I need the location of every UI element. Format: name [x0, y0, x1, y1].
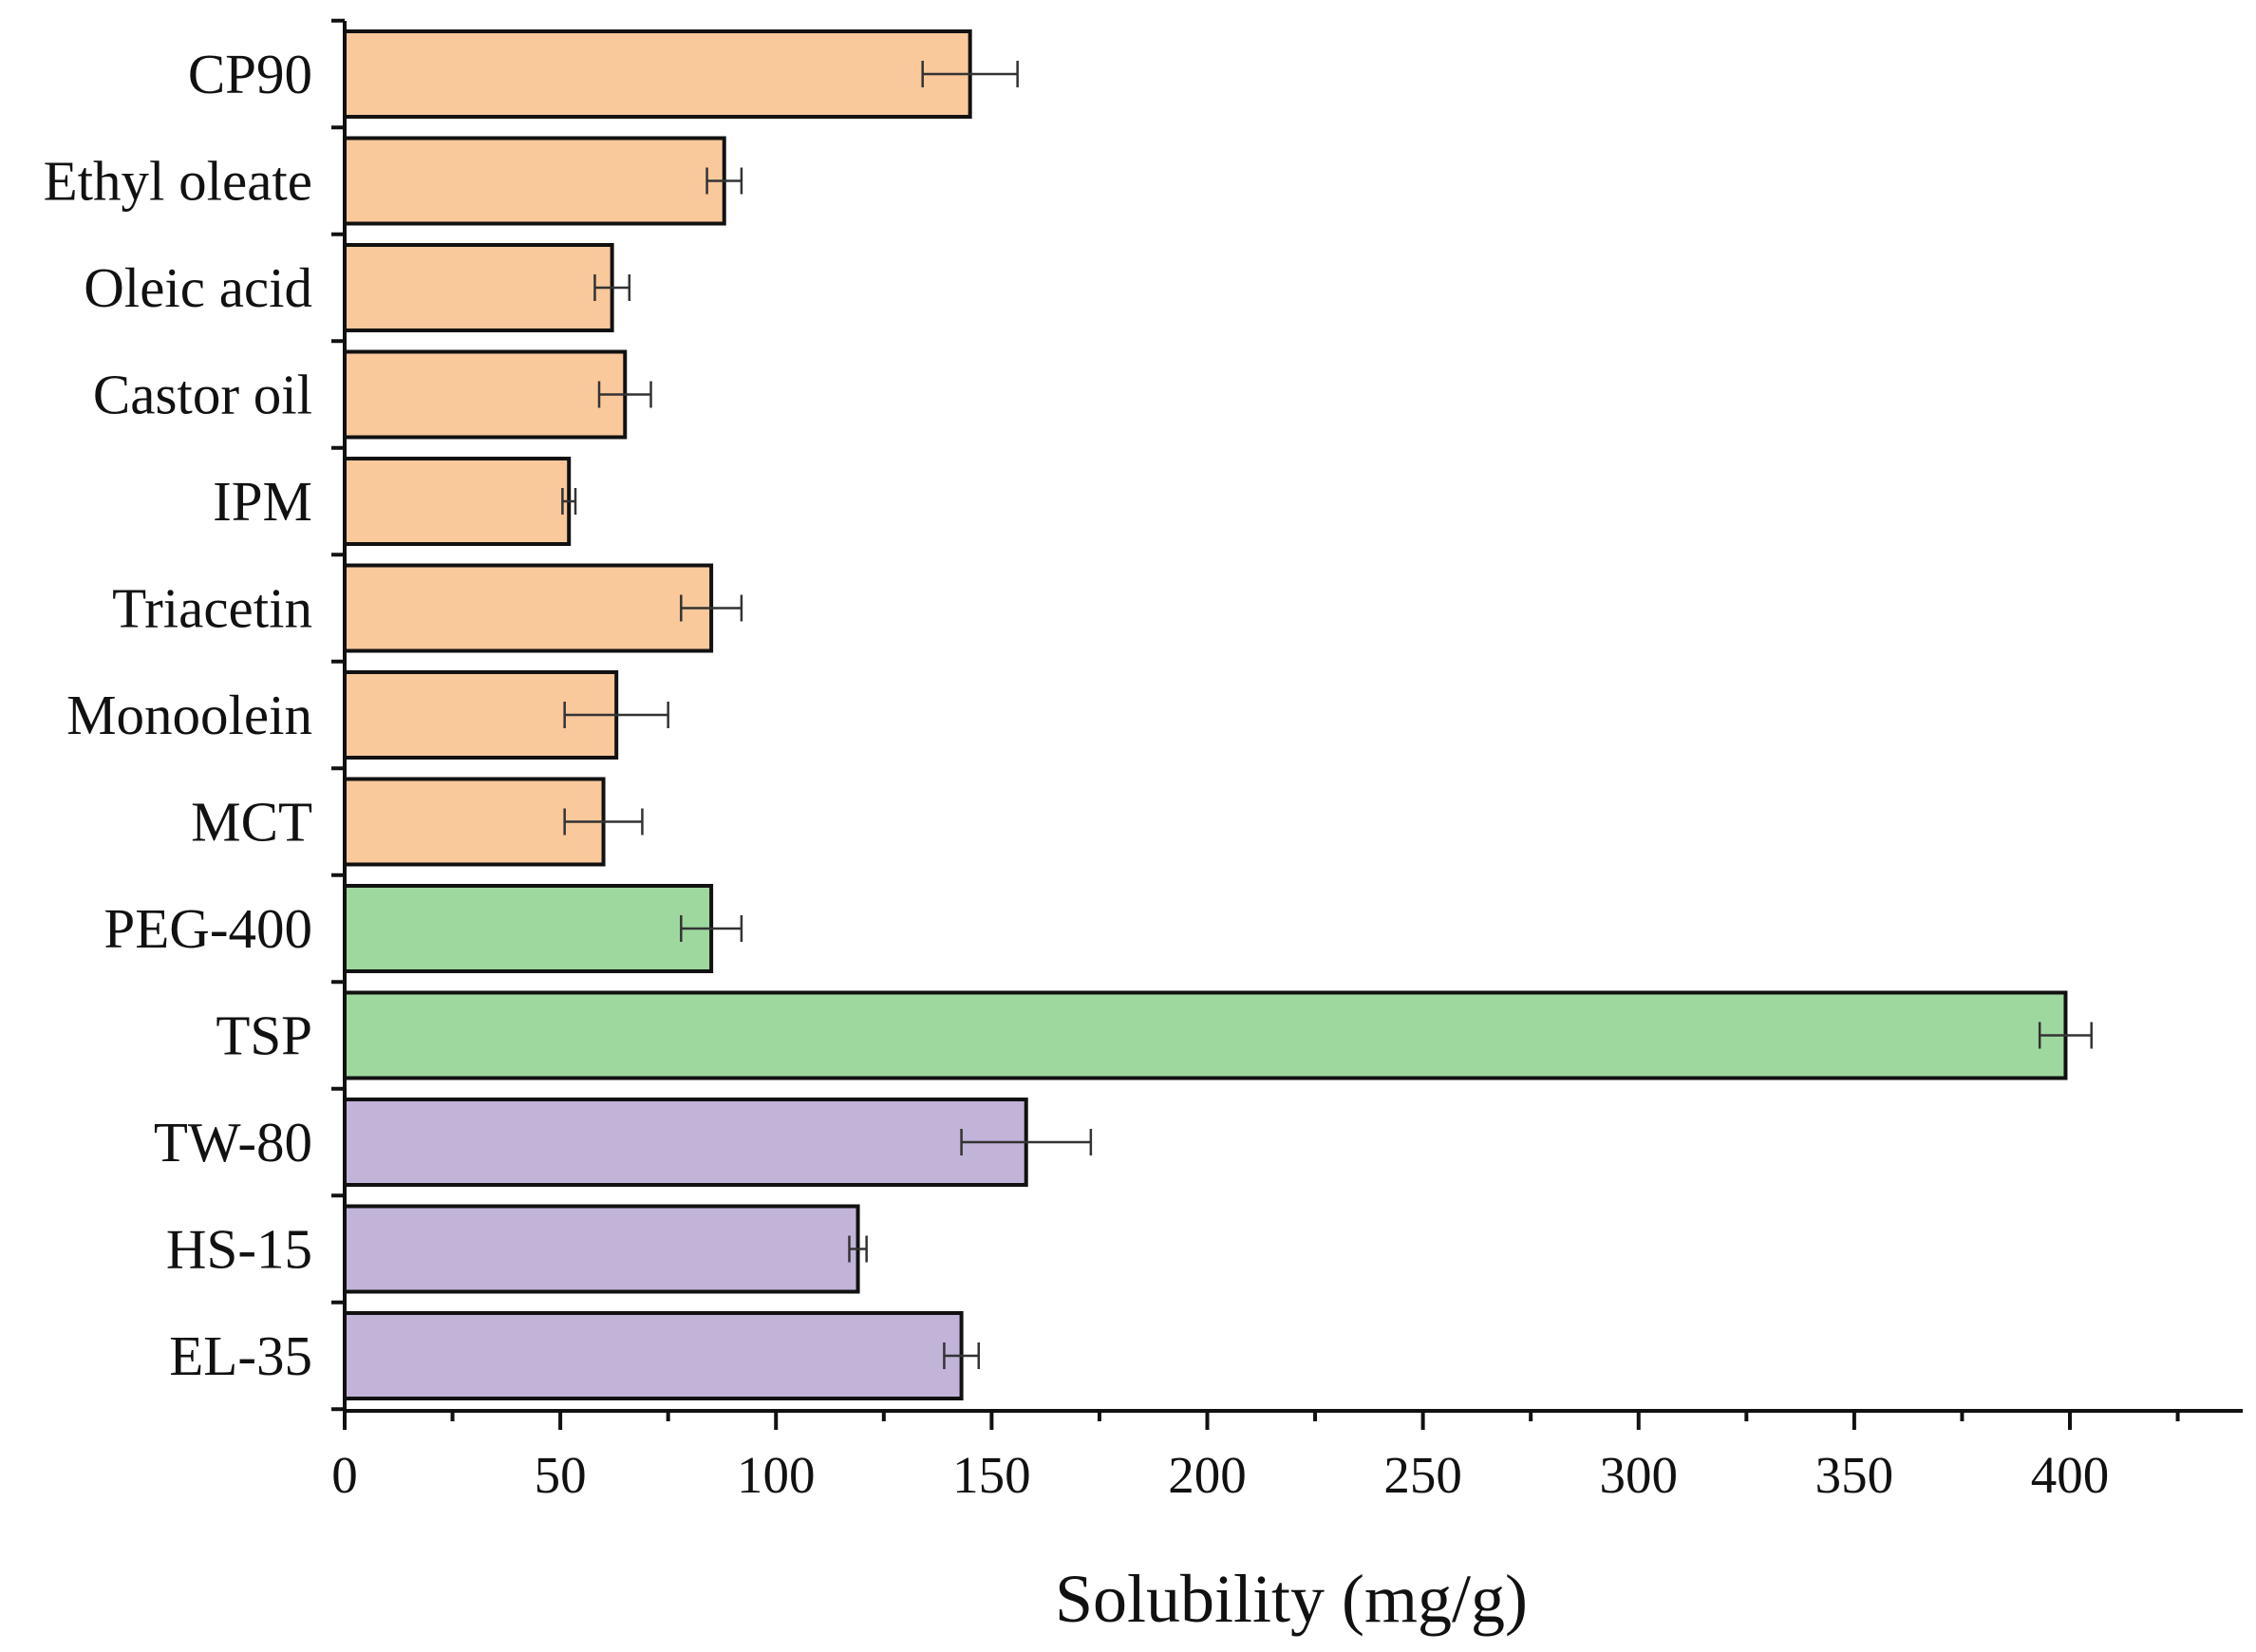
error-bar-tsp [2038, 1022, 2093, 1049]
x-tick-label: 150 [952, 1446, 1031, 1504]
category-label-cp90: CP90 [188, 43, 312, 105]
x-tick-label: 300 [1600, 1446, 1679, 1504]
x-tick-label: 350 [1815, 1446, 1894, 1504]
error-bar-oleic-acid [593, 274, 631, 301]
error-bar-ethyl-oleate [705, 167, 743, 195]
error-bar-mct [563, 808, 644, 835]
category-label-tsp: TSP [216, 1004, 312, 1067]
category-label-ipm: IPM [213, 470, 312, 533]
x-tick-label: 0 [331, 1446, 358, 1504]
x-axis-title: Solubility (mg/g) [1055, 1561, 1528, 1637]
x-tick-label: 50 [535, 1446, 587, 1504]
x-tick-label: 200 [1168, 1446, 1247, 1504]
error-bar-monoolein [563, 702, 669, 728]
bar-oleic-acid [343, 243, 614, 332]
error-bar-el-35 [943, 1342, 980, 1369]
category-label-mct: MCT [191, 791, 312, 854]
x-tick-label: 100 [737, 1446, 816, 1504]
error-bar-tw-80 [960, 1129, 1093, 1155]
error-bar-ipm [561, 488, 577, 515]
x-tick-label: 250 [1383, 1446, 1462, 1504]
error-bar-peg-400 [680, 915, 743, 942]
bar-castor-oil [343, 349, 628, 440]
category-label-tw-80: TW-80 [154, 1111, 312, 1173]
bar-hs-15 [343, 1204, 860, 1294]
error-bar-hs-15 [848, 1235, 868, 1263]
bar-ipm [343, 457, 572, 546]
error-bar-triacetin [680, 594, 743, 622]
bar-tsp [343, 990, 2068, 1080]
category-label-peg-400: PEG-400 [103, 897, 312, 960]
x-tick-label: 400 [2031, 1446, 2110, 1504]
labels-layer: CP90 Ethyl oleate Oleic acid Castor oil IPM T… [44, 18, 2180, 1504]
bars-layer [343, 29, 2093, 1400]
category-label-el-35: EL-35 [169, 1324, 312, 1387]
category-label-hs-15: HS-15 [166, 1218, 312, 1281]
error-bar-cp90 [921, 61, 1019, 87]
error-bar-castor-oil [597, 381, 652, 408]
bar-cp90 [343, 29, 972, 119]
category-label-monoolein: Monoolein [66, 684, 312, 746]
bar-ethyl-oleate [343, 136, 726, 226]
category-label-oleic-acid: Oleic acid [84, 256, 312, 319]
category-label-triacetin: Triacetin [112, 577, 312, 640]
bar-peg-400 [343, 884, 714, 973]
bar-triacetin [343, 563, 714, 653]
axes-layer [343, 21, 2243, 1413]
bar-tw-80 [343, 1098, 1028, 1187]
bar-el-35 [343, 1311, 964, 1400]
category-label-castor-oil: Castor oil [93, 364, 312, 426]
category-label-ethyl-oleate: Ethyl oleate [44, 150, 312, 213]
